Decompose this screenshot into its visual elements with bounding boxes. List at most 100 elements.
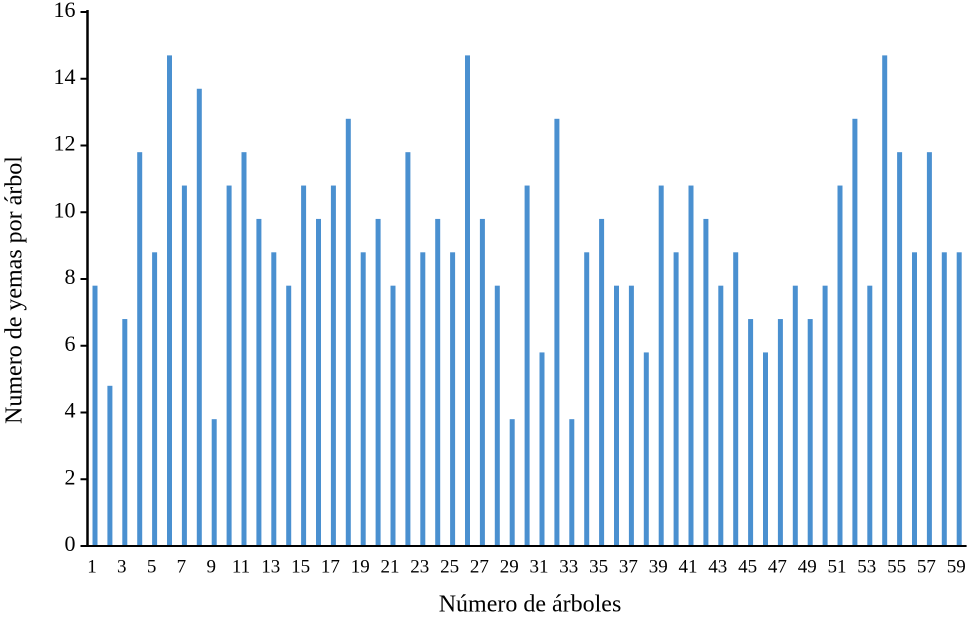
- x-tick-label: 13: [261, 556, 280, 577]
- x-tick-label: 21: [381, 556, 400, 577]
- x-tick-label: 49: [798, 556, 817, 577]
- bar: [584, 252, 590, 547]
- bar: [941, 252, 947, 547]
- bar: [792, 285, 798, 546]
- x-tick-label: 1: [87, 556, 97, 577]
- bar: [301, 185, 307, 547]
- bar: [196, 88, 202, 546]
- x-tick-label: 39: [649, 556, 668, 577]
- bar: [316, 218, 321, 547]
- x-tick-label: 17: [321, 556, 340, 577]
- x-tick-label: 25: [440, 556, 459, 577]
- bar: [882, 55, 888, 546]
- x-tick-label: 9: [206, 556, 216, 577]
- bar: [435, 218, 441, 547]
- bar: [494, 285, 500, 546]
- bar: [599, 218, 605, 547]
- bar: [345, 118, 351, 547]
- x-tick-label: 41: [679, 556, 698, 577]
- bar: [390, 285, 396, 546]
- y-tick-label: 8: [65, 264, 76, 289]
- bar: [181, 185, 187, 547]
- x-tick-label: 45: [738, 556, 757, 577]
- bar: [673, 252, 679, 547]
- bar: [256, 218, 262, 547]
- bar: [554, 118, 560, 547]
- bar: [956, 252, 962, 547]
- bar: [420, 252, 426, 547]
- bar: [822, 285, 828, 546]
- x-tick-label: 51: [828, 556, 847, 577]
- bar: [718, 285, 724, 546]
- bar: [286, 285, 292, 546]
- bar: [867, 285, 873, 546]
- x-tick-label: 11: [232, 556, 250, 577]
- bar: [167, 55, 172, 546]
- bar: [763, 352, 768, 546]
- x-tick-label: 43: [708, 556, 727, 577]
- bar: [92, 285, 98, 546]
- x-tick-label: 57: [917, 556, 936, 577]
- bar: [748, 319, 754, 546]
- bar: [524, 185, 530, 547]
- y-tick-label: 12: [54, 131, 76, 156]
- bar: [211, 419, 217, 546]
- bar: [539, 352, 545, 546]
- y-tick-label: 6: [65, 331, 76, 356]
- x-tick-label: 55: [887, 556, 906, 577]
- bar: [241, 152, 247, 547]
- x-tick-label: 31: [530, 556, 549, 577]
- bar: [450, 252, 456, 547]
- y-tick-label: 16: [54, 0, 76, 22]
- bar: [122, 319, 128, 546]
- bar: [658, 185, 664, 547]
- x-tick-label: 3: [117, 556, 127, 577]
- y-axis-label: Numero de yemas por árbol: [2, 156, 28, 424]
- x-tick-label: 29: [500, 556, 519, 577]
- bar: [897, 152, 903, 547]
- y-tick-label: 2: [65, 464, 76, 489]
- x-tick-label: 7: [177, 556, 187, 577]
- bar: [360, 252, 366, 547]
- x-axis-label: Número de árboles: [439, 592, 622, 618]
- x-tick-label: 37: [619, 556, 638, 577]
- bar: [137, 152, 143, 547]
- bar: [375, 218, 381, 547]
- bar: [465, 55, 470, 546]
- bar: [569, 419, 575, 546]
- x-tick-label: 19: [351, 556, 370, 577]
- bar: [852, 118, 858, 547]
- bar: [405, 152, 411, 547]
- bar: [271, 252, 277, 547]
- x-tick-label: 33: [559, 556, 578, 577]
- bar: [152, 252, 158, 547]
- bar: [926, 152, 932, 547]
- x-tick-label: 47: [768, 556, 787, 577]
- y-tick-label: 4: [65, 398, 76, 423]
- x-tick-label: 27: [470, 556, 489, 577]
- bar: [628, 285, 634, 546]
- bar: [509, 419, 515, 546]
- bar: [733, 252, 739, 547]
- y-tick-label: 14: [54, 64, 76, 89]
- bar: [777, 319, 783, 546]
- bar: [912, 252, 917, 547]
- bar: [226, 185, 232, 547]
- bar: [614, 285, 619, 546]
- bar: [107, 385, 113, 546]
- bar: [837, 185, 843, 547]
- bar: [688, 185, 694, 547]
- bar: [703, 218, 709, 547]
- bar: [479, 218, 485, 547]
- x-tick-label: 59: [947, 556, 966, 577]
- x-tick-label: 5: [147, 556, 157, 577]
- x-tick-label: 53: [857, 556, 876, 577]
- x-tick-label: 23: [410, 556, 429, 577]
- x-tick-label: 35: [589, 556, 608, 577]
- x-tick-label: 15: [291, 556, 310, 577]
- bar: [807, 319, 813, 546]
- y-tick-label: 0: [65, 531, 76, 556]
- bar: [330, 185, 336, 547]
- bar: [643, 352, 649, 546]
